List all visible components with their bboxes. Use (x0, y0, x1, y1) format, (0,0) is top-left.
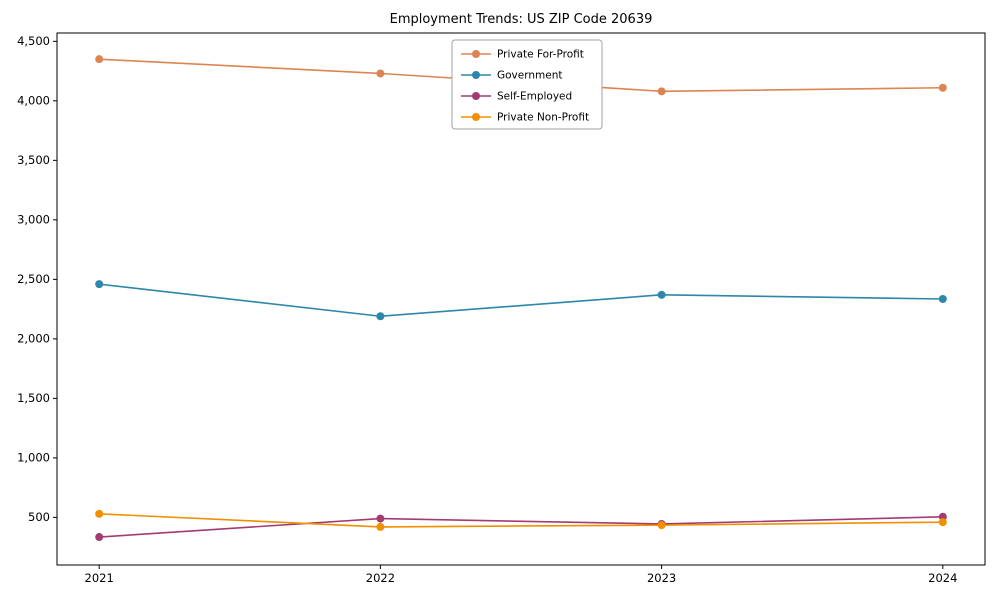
marker-private-for-profit (376, 69, 385, 78)
marker-private-for-profit (657, 87, 666, 96)
legend-label-private-non-profit: Private Non-Profit (497, 112, 589, 124)
y-axis-tick-label: 1,500 (17, 391, 50, 405)
marker-government (376, 312, 385, 321)
legend-marker-self-employed (472, 92, 480, 100)
series-line-self-employed (99, 515, 943, 538)
x-axis-tick-label: 2022 (366, 571, 395, 585)
x-axis-tick-label: 2024 (928, 571, 957, 585)
legend-box (451, 39, 603, 130)
plot-border (56, 32, 986, 566)
y-axis-tick-label: 4,000 (17, 93, 50, 107)
y-axis-tick-label: 3,500 (17, 153, 50, 167)
marker-government (657, 290, 666, 299)
marker-private-for-profit (938, 83, 947, 92)
y-axis-tick-label: 500 (28, 510, 50, 524)
legend-marker-private-for-profit (472, 50, 480, 58)
marker-self-employed (376, 514, 385, 523)
marker-government (95, 280, 104, 289)
legend-label-private-for-profit: Private For-Profit (497, 49, 584, 61)
marker-private-non-profit (376, 522, 385, 531)
marker-private-non-profit (95, 509, 104, 518)
legend: Private For-Profit Government Self-Employe… (451, 39, 603, 130)
marker-government (938, 295, 947, 303)
y-axis-tick-label: 2,000 (17, 331, 50, 345)
y-axis-tick-label: 2,500 (17, 272, 50, 286)
marker-private-non-profit (657, 521, 666, 530)
marker-private-non-profit (938, 518, 947, 527)
legend-marker-private-non-profit (472, 113, 480, 121)
marker-self-employed (95, 533, 104, 542)
legend-marker-government (472, 71, 480, 79)
y-axis-tick-label: 4,500 (17, 34, 50, 48)
chart-title: Employment Trends: US ZIP Code 20639 (389, 12, 653, 27)
y-axis-tick-label: 3,000 (17, 212, 50, 226)
marker-private-for-profit (95, 55, 104, 64)
series-line-private-non-profit (99, 513, 943, 528)
y-axis-tick-label: 1,000 (17, 450, 50, 464)
legend-label-government: Government (497, 70, 562, 82)
x-axis-tick-label: 2021 (85, 571, 114, 585)
x-axis-tick-label: 2023 (647, 571, 676, 585)
series-line-government (99, 283, 943, 318)
legend-label-self-employed: Self-Employed (497, 91, 572, 103)
